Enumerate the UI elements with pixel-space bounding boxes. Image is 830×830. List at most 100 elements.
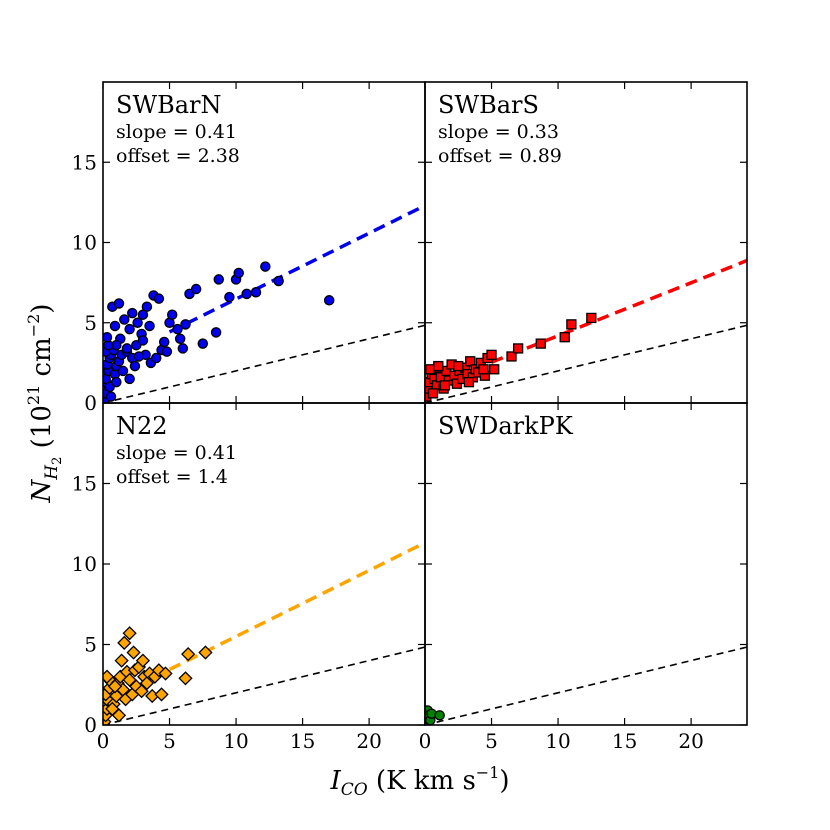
data-point: [273, 275, 284, 287]
data-point: [241, 288, 252, 300]
y-tick-label: 10: [72, 552, 97, 576]
data-point: [103, 331, 113, 343]
data-point: [177, 343, 189, 354]
panel-title: SWDarkPK: [438, 412, 574, 440]
data-point: [141, 301, 153, 312]
data-point: [198, 645, 213, 660]
fit-line: [490, 258, 747, 364]
panel-frame: [424, 402, 748, 726]
data-point: [103, 669, 115, 684]
offset-label: offset = 2.38: [116, 145, 240, 167]
data-point: [150, 352, 162, 364]
data-point: [113, 298, 125, 309]
reference-line: [103, 646, 425, 725]
data-point: [154, 687, 169, 702]
data-point: [107, 679, 123, 694]
data-point: [172, 323, 183, 335]
fit-line: [168, 203, 425, 334]
data-point: [197, 338, 209, 349]
x-tick-label: 10: [223, 729, 248, 753]
panel-title: SWBarS: [438, 91, 539, 119]
x-tick-label: 15: [612, 729, 637, 753]
slope-label: slope = 0.33: [438, 121, 559, 143]
data-point: [127, 307, 138, 319]
offset-label: offset = 1.4: [116, 466, 228, 488]
data-point: [166, 309, 178, 320]
data-point: [433, 360, 444, 372]
data-point: [463, 376, 475, 388]
data-point: [132, 317, 143, 328]
data-point: [117, 365, 129, 377]
y-tick-label: 15: [72, 150, 97, 174]
fit-line: [168, 541, 425, 672]
x-tick-label: 5: [485, 729, 498, 753]
data-point: [135, 653, 151, 668]
data-point: [586, 312, 597, 324]
data-point: [178, 671, 193, 686]
data-point: [121, 343, 133, 354]
x-tick-label: 20: [356, 729, 381, 753]
data-point: [158, 336, 170, 348]
data-point: [111, 376, 122, 388]
data-point: [137, 335, 149, 346]
x-tick-label: 15: [290, 729, 315, 753]
data-point: [180, 319, 191, 330]
data-point: [260, 261, 271, 272]
data-point: [453, 360, 464, 372]
data-point: [133, 351, 145, 362]
data-point: [109, 320, 121, 332]
data-point: [233, 267, 244, 279]
panel-title: N22: [116, 412, 168, 440]
reference-line: [425, 646, 747, 725]
data-point: [122, 626, 137, 641]
data-point: [535, 338, 546, 349]
data-point: [465, 356, 476, 367]
y-axis-title: NH2 (1021 cm−2): [24, 304, 65, 504]
y-tick-label: 5: [84, 633, 97, 657]
data-point: [105, 391, 117, 402]
data-point: [559, 332, 570, 343]
offset-label: offset = 0.89: [438, 145, 562, 167]
y-tick-label: 0: [84, 391, 97, 415]
data-point: [210, 327, 222, 338]
data-point: [137, 309, 149, 320]
data-point: [111, 708, 127, 723]
x-tick-label: 10: [545, 729, 570, 753]
x-tick-label: 20: [678, 729, 703, 753]
panel-swdarkpk: 0 5 10 15 20 SWDarkPK: [419, 402, 748, 753]
data-point: [213, 274, 225, 285]
data-point: [117, 635, 132, 651]
data-point: [478, 364, 489, 375]
reference-line: [425, 324, 747, 403]
data-point: [489, 364, 500, 375]
x-tick-label: 0: [419, 729, 432, 753]
data-point: [439, 380, 451, 391]
data-point: [153, 293, 165, 304]
data-point: [126, 645, 141, 660]
data-point: [566, 319, 577, 330]
data-point: [124, 323, 135, 335]
x-tick-label: 0: [97, 729, 110, 753]
data-point: [323, 295, 335, 306]
data-point: [124, 373, 135, 385]
data-point: [486, 349, 497, 361]
data-point: [129, 360, 141, 372]
panel-title: SWBarN: [116, 91, 222, 119]
data-point: [161, 346, 173, 357]
reference-line: [103, 324, 425, 403]
data-point: [190, 283, 202, 295]
data-point: [181, 647, 196, 662]
slope-label: slope = 0.41: [116, 442, 237, 464]
slope-label: slope = 0.41: [116, 121, 237, 143]
data-point: [250, 287, 262, 298]
data-point: [427, 388, 439, 399]
data-point: [144, 320, 155, 332]
data-point: [114, 653, 129, 668]
y-tick-label: 10: [72, 231, 97, 255]
data-point: [224, 291, 235, 303]
y-tick-label: 15: [72, 472, 97, 496]
